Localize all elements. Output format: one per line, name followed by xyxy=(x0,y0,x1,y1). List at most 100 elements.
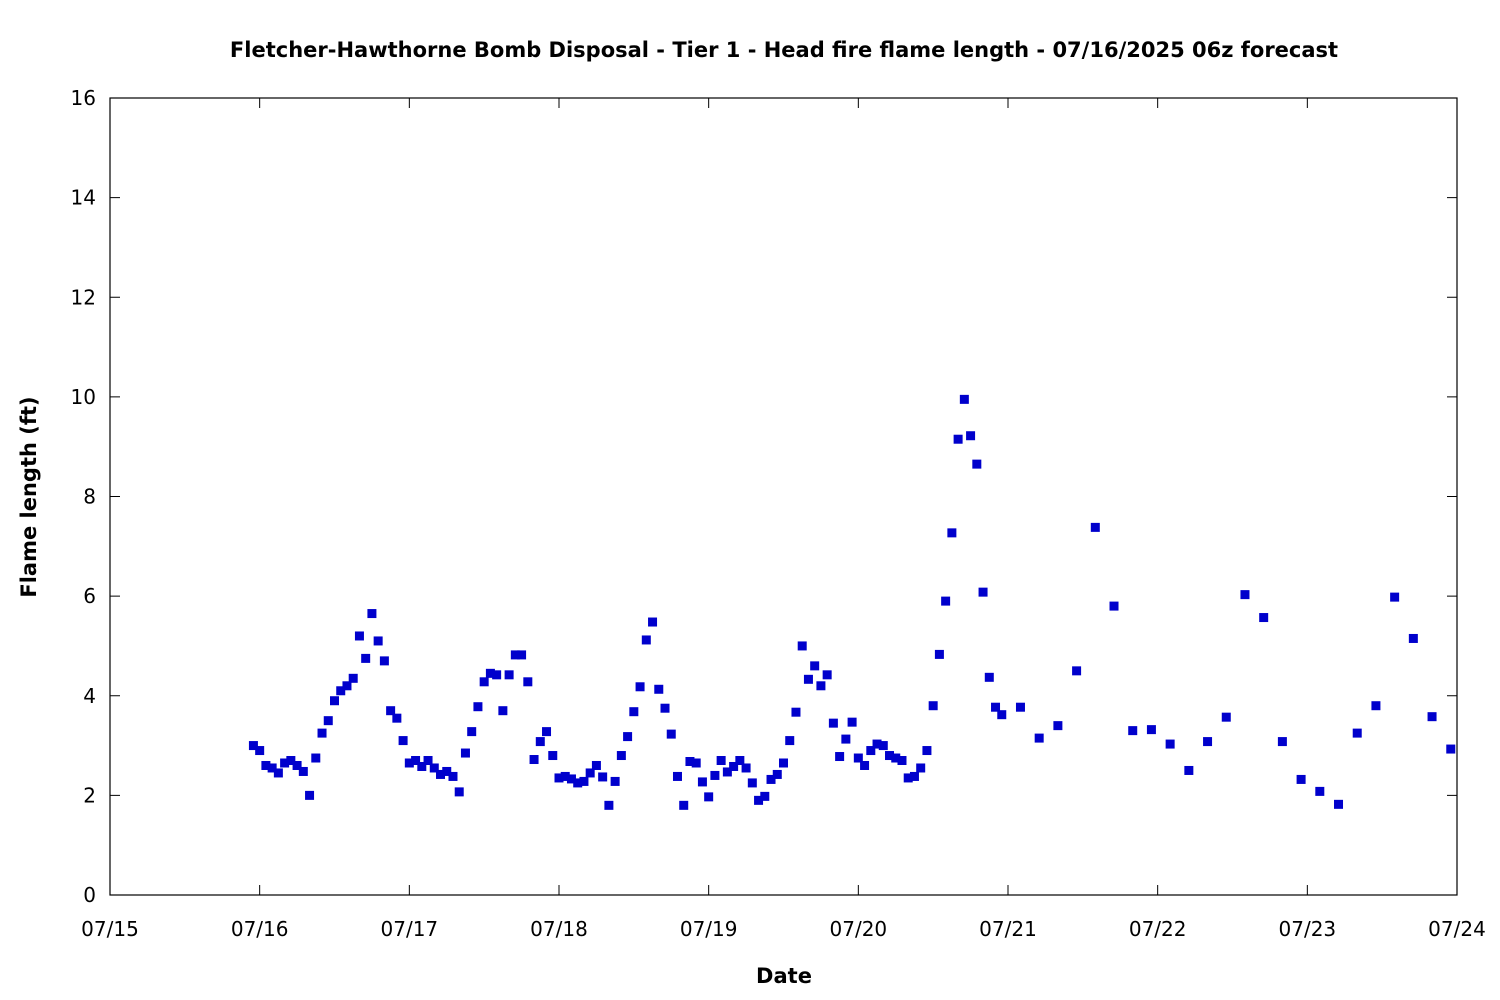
data-point xyxy=(641,635,651,645)
data-point xyxy=(292,760,302,770)
data-point xyxy=(542,727,552,737)
data-point xyxy=(772,769,782,779)
data-point xyxy=(566,774,576,784)
data-point xyxy=(305,790,315,800)
data-point xyxy=(261,760,271,770)
data-point xyxy=(573,778,583,788)
data-point xyxy=(953,434,963,444)
data-point xyxy=(853,753,863,763)
data-point xyxy=(379,656,389,666)
data-point xyxy=(517,650,527,660)
data-point xyxy=(348,673,358,683)
data-point xyxy=(417,761,427,771)
x-tick-label: 07/23 xyxy=(1279,917,1337,941)
data-point xyxy=(866,746,876,756)
data-point xyxy=(1203,737,1213,747)
y-tick-label: 14 xyxy=(71,186,96,210)
data-point xyxy=(1165,739,1175,749)
data-point xyxy=(959,394,969,404)
data-point xyxy=(367,609,377,619)
data-point xyxy=(803,674,813,684)
data-point xyxy=(685,757,695,767)
data-point xyxy=(891,753,901,763)
data-point xyxy=(330,696,339,706)
data-point xyxy=(810,661,820,671)
y-tick-label: 12 xyxy=(71,285,96,309)
data-point xyxy=(1371,701,1381,711)
x-tick-label: 07/19 xyxy=(680,917,738,941)
data-point xyxy=(248,741,258,751)
data-point xyxy=(741,763,751,773)
data-point xyxy=(429,763,439,773)
data-point xyxy=(735,756,745,766)
data-point xyxy=(872,739,882,749)
data-point xyxy=(591,760,601,770)
data-point xyxy=(485,668,495,678)
data-point xyxy=(467,727,477,737)
y-axis: 0 2 4 6 8 10 12 14 16 xyxy=(71,86,1457,907)
data-point xyxy=(1221,712,1231,722)
data-point xyxy=(666,729,676,739)
data-points xyxy=(248,394,1456,810)
data-point xyxy=(1277,737,1287,747)
data-point xyxy=(966,431,976,441)
x-tick-label: 07/20 xyxy=(830,917,888,941)
data-point xyxy=(754,795,764,805)
data-point xyxy=(941,596,951,606)
data-point xyxy=(373,636,383,646)
data-point xyxy=(1315,786,1325,796)
data-point xyxy=(729,761,739,771)
data-point xyxy=(529,755,539,765)
data-point xyxy=(342,681,352,691)
data-point xyxy=(298,766,308,776)
data-point xyxy=(841,734,851,744)
data-point xyxy=(903,773,913,783)
data-point xyxy=(623,732,633,742)
data-point xyxy=(828,718,838,728)
y-tick-label: 16 xyxy=(71,86,96,110)
data-point xyxy=(978,587,988,597)
data-point xyxy=(448,771,458,781)
data-point xyxy=(697,777,707,787)
data-point xyxy=(629,707,639,717)
x-tick-label: 07/24 xyxy=(1428,917,1486,941)
data-point xyxy=(598,772,608,782)
data-point xyxy=(654,684,664,694)
data-point xyxy=(779,758,788,768)
plot-frame xyxy=(109,97,1458,896)
data-point xyxy=(1184,765,1194,775)
y-tick-label: 10 xyxy=(71,385,96,409)
y-tick-label: 8 xyxy=(83,485,96,509)
y-tick-label: 0 xyxy=(83,883,96,907)
data-point xyxy=(280,758,290,768)
data-point xyxy=(885,751,895,761)
data-point xyxy=(947,528,957,538)
data-point xyxy=(354,631,364,641)
x-tick-label: 07/15 xyxy=(81,917,139,941)
data-point xyxy=(1390,592,1400,602)
data-point xyxy=(816,681,826,691)
data-point xyxy=(454,787,464,797)
x-tick-label: 07/21 xyxy=(979,917,1037,941)
data-point xyxy=(523,677,533,687)
chart-title: Fletcher-Hawthorne Bomb Disposal - Tier … xyxy=(230,38,1338,62)
data-point xyxy=(610,776,620,786)
data-point xyxy=(710,770,720,780)
data-point xyxy=(1072,666,1082,676)
y-tick-label: 2 xyxy=(83,783,96,807)
data-point xyxy=(785,736,795,746)
data-point xyxy=(760,791,770,801)
data-point xyxy=(722,767,732,777)
data-point xyxy=(616,751,626,761)
data-point xyxy=(336,686,346,696)
data-point xyxy=(1128,726,1138,736)
data-point xyxy=(660,703,670,713)
data-point xyxy=(860,760,870,770)
data-point xyxy=(1090,522,1100,532)
data-point xyxy=(548,751,558,761)
data-point xyxy=(791,707,801,717)
y-tick-label: 6 xyxy=(83,584,96,608)
x-tick-label: 07/18 xyxy=(530,917,588,941)
data-point xyxy=(386,706,396,716)
data-point xyxy=(648,617,658,627)
